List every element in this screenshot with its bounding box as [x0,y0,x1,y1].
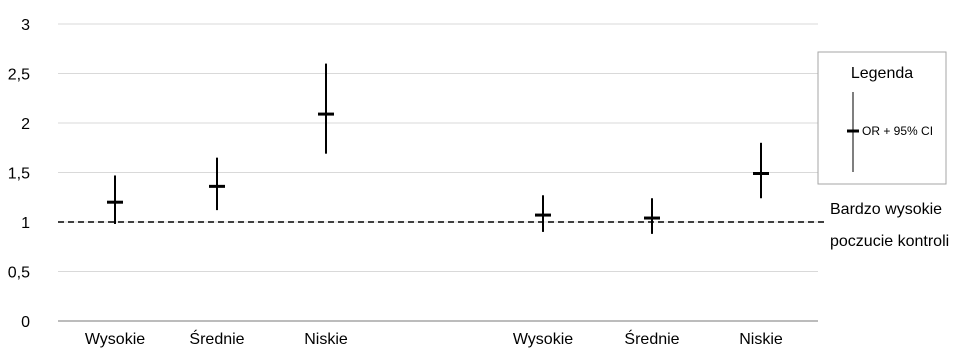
x-category-label: Wysokie [85,331,145,348]
reference-label-line1: Bardzo wysokie [830,201,942,218]
y-tick-label: 2,5 [8,67,30,84]
y-axis-tick-labels: 0 0,5 1 1,5 2 2,5 3 [8,17,30,331]
reference-label-line2: poczucie kontroli [830,233,949,250]
error-bars [107,63,769,234]
y-tick-label: 1,5 [8,166,30,183]
legend-title: Legenda [851,65,913,82]
x-category-label: Średnie [624,329,679,348]
x-category-label: Wysokie [513,331,573,348]
x-category-label: Niskie [739,331,783,348]
y-tick-label: 3 [21,17,30,34]
y-tick-label: 1 [21,215,30,232]
legend-entry-label: OR + 95% CI [862,124,933,138]
y-tick-label: 0,5 [8,265,30,282]
legend: Legenda OR + 95% CI [817,51,947,185]
grid-lines [58,23,818,272]
y-tick-label: 0 [21,314,30,331]
x-axis-category-labels: Wysokie Średnie Niskie Wysokie Średnie Niskie [85,329,783,348]
legend-box [817,51,947,185]
x-category-label: Niskie [304,331,348,348]
y-tick-label: 2 [21,116,30,133]
x-category-label: Średnie [189,329,244,348]
